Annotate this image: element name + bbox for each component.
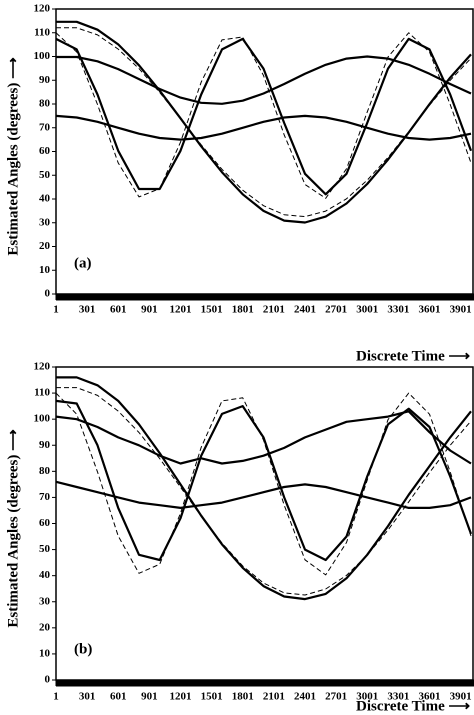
series-line (55, 410, 472, 465)
x-tick-label: 1501 (201, 691, 223, 703)
y-tick-label: 20 (39, 240, 51, 252)
series-line (55, 399, 473, 562)
y-tick-label: 60 (39, 517, 51, 529)
x-tick-label: 3001 (356, 304, 378, 316)
y-tick-label: 110 (34, 26, 50, 38)
series-line (56, 20, 472, 224)
y-tick-label: 80 (39, 98, 51, 110)
series-line (55, 114, 472, 141)
y-tick-label: 20 (39, 621, 51, 633)
y-tick-label: 60 (39, 145, 51, 157)
x-tick-label: 2401 (294, 691, 316, 703)
x-tick-label: 3301 (387, 304, 409, 316)
panel-label: (a) (74, 255, 92, 271)
x-tick-label: 301 (79, 691, 96, 703)
y-axis-label: Estimated Angles (degrees) ⟶ (5, 429, 21, 628)
y-tick-label: 70 (39, 121, 51, 133)
y-tick-label: 10 (39, 647, 51, 659)
y-tick-label: 50 (39, 543, 51, 555)
x-tick-label: 601 (110, 304, 127, 316)
series-line (55, 392, 472, 576)
x-tick-label: 1 (53, 691, 59, 703)
x-tick-label: 3901 (450, 304, 472, 316)
x-tick-label: 3001 (356, 691, 378, 703)
x-tick-label: 1201 (169, 691, 191, 703)
y-tick-label: 10 (39, 264, 51, 276)
series-line (55, 32, 472, 199)
y-tick-label: 90 (39, 74, 51, 86)
x-tick-label: 2101 (263, 304, 285, 316)
y-tick-label: 90 (39, 439, 51, 451)
x-tick-label: 1 (53, 304, 59, 316)
y-tick-label: 0 (45, 288, 51, 300)
y-tick-label: 100 (34, 50, 51, 62)
x-tick-label: 1801 (232, 304, 254, 316)
x-tick-label: 3601 (418, 691, 440, 703)
x-axis-label: Discrete Time ⟶ (356, 698, 470, 714)
x-tick-label: 3301 (387, 691, 409, 703)
x-axis-label: Discrete Time ⟶ (356, 348, 470, 364)
y-axis-label: Estimated Angles (degrees) ⟶ (5, 57, 21, 256)
series-line (56, 55, 472, 105)
x-tick-label: 301 (79, 304, 96, 316)
x-tick-label: 3901 (450, 691, 472, 703)
x-tick-label: 2401 (294, 304, 316, 316)
y-tick-label: 110 (34, 387, 50, 399)
y-tick-label: 30 (39, 595, 51, 607)
x-tick-label: 1201 (169, 304, 191, 316)
x-tick-label: 2101 (263, 691, 285, 703)
y-tick-label: 70 (39, 491, 51, 503)
x-tick-label: 901 (141, 304, 158, 316)
x-tick-label: 2701 (325, 304, 347, 316)
y-tick-label: 0 (45, 674, 51, 686)
series-line (55, 480, 472, 509)
y-tick-label: 120 (34, 361, 51, 373)
y-tick-label: 100 (34, 413, 51, 425)
y-tick-label: 40 (39, 569, 51, 581)
x-tick-label: 901 (141, 691, 158, 703)
x-tick-label: 601 (110, 691, 127, 703)
x-tick-label: 1801 (232, 691, 254, 703)
y-tick-label: 120 (34, 3, 51, 15)
series-line (55, 37, 473, 196)
y-tick-label: 50 (39, 169, 51, 181)
panel-label: (b) (74, 641, 92, 657)
series-line (56, 27, 472, 218)
x-tick-label: 2701 (325, 691, 347, 703)
y-tick-label: 30 (39, 216, 51, 228)
y-tick-label: 40 (39, 193, 51, 205)
x-tick-label: 3601 (418, 304, 440, 316)
y-tick-label: 80 (39, 465, 51, 477)
x-tick-label: 1501 (201, 304, 223, 316)
